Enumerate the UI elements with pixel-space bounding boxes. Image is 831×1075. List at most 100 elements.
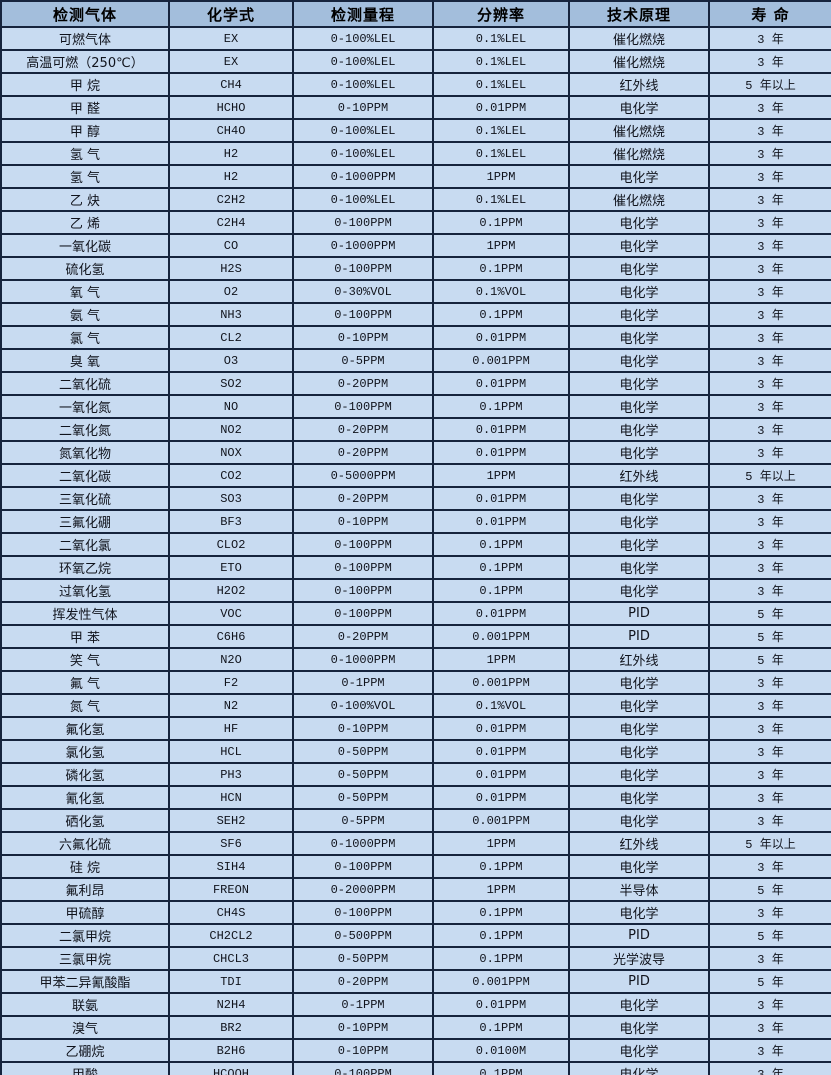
principle-cell: 红外线 (568, 463, 710, 488)
resolution-cell: 0.1PPM (432, 555, 570, 580)
table-row: 联氨 N2H4 0-1PPM 0.01PPM 电化学 3 年 (0, 992, 831, 1017)
gas-name-cell: 一氧化氮 (0, 394, 170, 419)
principle-cell: 催化燃烧 (568, 26, 710, 51)
range-cell: 0-100PPM (292, 256, 434, 281)
principle-cell: 电化学 (568, 279, 710, 304)
gas-name-cell: 可燃气体 (0, 26, 170, 51)
gas-name-cell: 溴气 (0, 1015, 170, 1040)
gas-name-cell: 磷化氢 (0, 762, 170, 787)
range-cell: 0-100PPM (292, 394, 434, 419)
formula-cell: BF3 (168, 509, 294, 534)
lifespan-cell: 3 年 (708, 946, 831, 971)
gas-name-cell: 氟 气 (0, 670, 170, 695)
column-header-gas-name: 检测气体 (0, 0, 170, 28)
table-header-row: 检测气体 化学式 检测量程 分辨率 技术原理 寿 命 (0, 0, 831, 28)
principle-cell: 电化学 (568, 555, 710, 580)
lifespan-cell: 5 年以上 (708, 831, 831, 856)
lifespan-cell: 5 年 (708, 923, 831, 948)
resolution-cell: 0.1PPM (432, 578, 570, 603)
principle-cell: 电化学 (568, 670, 710, 695)
resolution-cell: 0.1PPM (432, 210, 570, 235)
resolution-cell: 0.01PPM (432, 785, 570, 810)
principle-cell: 电化学 (568, 233, 710, 258)
table-row: 三氯甲烷 CHCL3 0-50PPM 0.1PPM 光学波导 3 年 (0, 946, 831, 971)
resolution-cell: 0.01PPM (432, 486, 570, 511)
gas-name-cell: 氰化氢 (0, 785, 170, 810)
gas-name-cell: 联氨 (0, 992, 170, 1017)
formula-cell: CLO2 (168, 532, 294, 557)
table-row: 溴气 BR2 0-10PPM 0.1PPM 电化学 3 年 (0, 1015, 831, 1040)
range-cell: 0-5PPM (292, 808, 434, 833)
range-cell: 0-1000PPM (292, 647, 434, 672)
resolution-cell: 0.1PPM (432, 923, 570, 948)
table-row: 甲酸 HCOOH 0-100PPM 0.1PPM 电化学 3 年 (0, 1061, 831, 1075)
formula-cell: NH3 (168, 302, 294, 327)
resolution-cell: 0.01PPM (432, 739, 570, 764)
gas-name-cell: 氟化氢 (0, 716, 170, 741)
lifespan-cell: 3 年 (708, 693, 831, 718)
principle-cell: 电化学 (568, 256, 710, 281)
formula-cell: HCHO (168, 95, 294, 120)
table-row: 甲 醛 HCHO 0-10PPM 0.01PPM 电化学 3 年 (0, 95, 831, 120)
table-row: 氟 气 F2 0-1PPM 0.001PPM 电化学 3 年 (0, 670, 831, 695)
formula-cell: H2S (168, 256, 294, 281)
range-cell: 0-100PPM (292, 210, 434, 235)
gas-name-cell: 氧 气 (0, 279, 170, 304)
formula-cell: EX (168, 26, 294, 51)
resolution-cell: 0.1%VOL (432, 693, 570, 718)
gas-name-cell: 三氧化硫 (0, 486, 170, 511)
formula-cell: H2 (168, 141, 294, 166)
lifespan-cell: 3 年 (708, 440, 831, 465)
principle-cell: 电化学 (568, 716, 710, 741)
lifespan-cell: 5 年 (708, 969, 831, 994)
principle-cell: 红外线 (568, 72, 710, 97)
gas-name-cell: 氮氧化物 (0, 440, 170, 465)
resolution-cell: 0.01PPM (432, 95, 570, 120)
principle-cell: PID (568, 923, 710, 948)
lifespan-cell: 3 年 (708, 509, 831, 534)
principle-cell: 电化学 (568, 1061, 710, 1075)
principle-cell: 电化学 (568, 325, 710, 350)
table-row: 二氧化氮 NO2 0-20PPM 0.01PPM 电化学 3 年 (0, 417, 831, 442)
principle-cell: 电化学 (568, 693, 710, 718)
table-row: 氟利昂 FREON 0-2000PPM 1PPM 半导体 5 年 (0, 877, 831, 902)
table-row: 二氧化氯 CLO2 0-100PPM 0.1PPM 电化学 3 年 (0, 532, 831, 557)
gas-name-cell: 乙 炔 (0, 187, 170, 212)
principle-cell: 催化燃烧 (568, 118, 710, 143)
range-cell: 0-100%LEL (292, 187, 434, 212)
gas-name-cell: 甲 烷 (0, 72, 170, 97)
range-cell: 0-1000PPM (292, 233, 434, 258)
gas-name-cell: 乙 烯 (0, 210, 170, 235)
resolution-cell: 1PPM (432, 877, 570, 902)
principle-cell: PID (568, 969, 710, 994)
table-row: 甲 醇 CH4O 0-100%LEL 0.1%LEL 催化燃烧 3 年 (0, 118, 831, 143)
gas-name-cell: 甲 苯 (0, 624, 170, 649)
table-row: 氯 气 CL2 0-10PPM 0.01PPM 电化学 3 年 (0, 325, 831, 350)
gas-name-cell: 氨 气 (0, 302, 170, 327)
column-header-principle: 技术原理 (568, 0, 710, 28)
formula-cell: HF (168, 716, 294, 741)
lifespan-cell: 3 年 (708, 716, 831, 741)
resolution-cell: 0.1%VOL (432, 279, 570, 304)
formula-cell: CH4 (168, 72, 294, 97)
formula-cell: B2H6 (168, 1038, 294, 1063)
formula-cell: NOX (168, 440, 294, 465)
gas-name-cell: 甲苯二异氰酸酯 (0, 969, 170, 994)
lifespan-cell: 5 年 (708, 647, 831, 672)
lifespan-cell: 5 年 (708, 624, 831, 649)
table-row: 氯化氢 HCL 0-50PPM 0.01PPM 电化学 3 年 (0, 739, 831, 764)
lifespan-cell: 3 年 (708, 164, 831, 189)
gas-name-cell: 环氧乙烷 (0, 555, 170, 580)
table-row: 挥发性气体 VOC 0-100PPM 0.01PPM PID 5 年 (0, 601, 831, 626)
resolution-cell: 0.001PPM (432, 969, 570, 994)
resolution-cell: 0.1%LEL (432, 26, 570, 51)
formula-cell: CO (168, 233, 294, 258)
formula-cell: C2H2 (168, 187, 294, 212)
lifespan-cell: 5 年以上 (708, 463, 831, 488)
formula-cell: N2O (168, 647, 294, 672)
resolution-cell: 0.1PPM (432, 854, 570, 879)
table-row: 硅 烷 SIH4 0-100PPM 0.1PPM 电化学 3 年 (0, 854, 831, 879)
resolution-cell: 0.1PPM (432, 532, 570, 557)
range-cell: 0-1000PPM (292, 831, 434, 856)
